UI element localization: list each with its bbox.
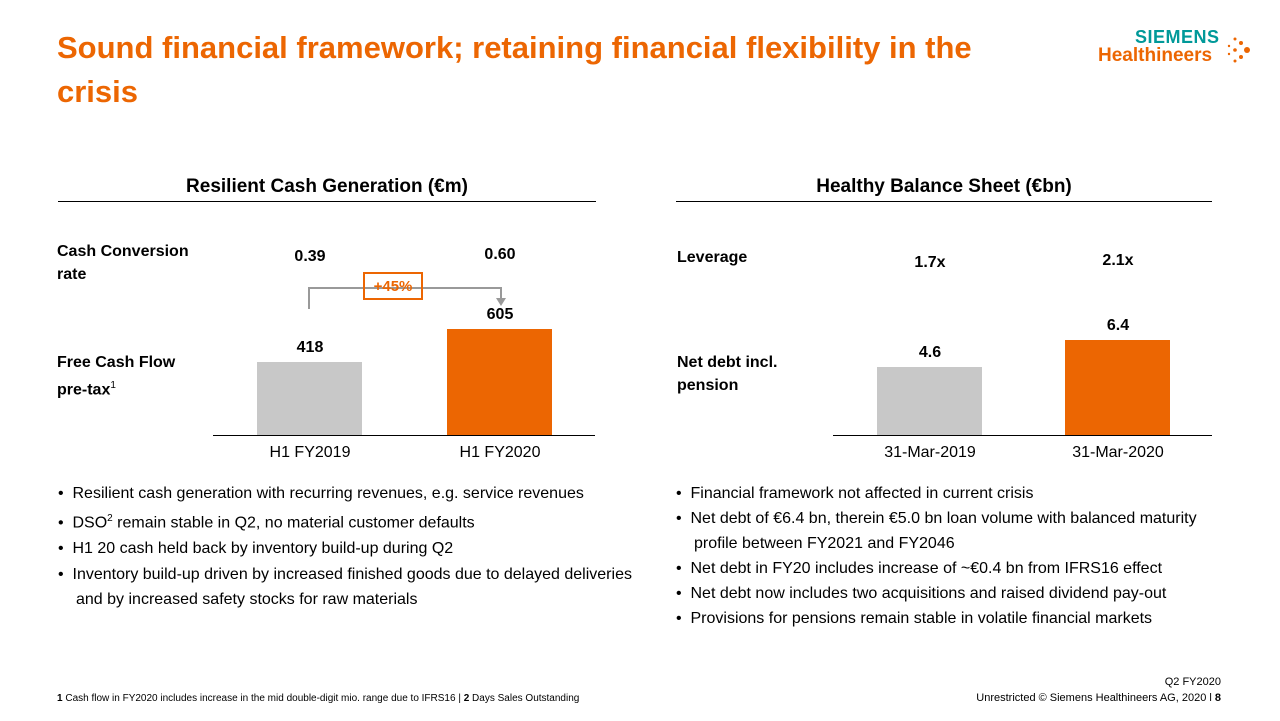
page-number: 8 (1214, 692, 1221, 704)
change-arrow (308, 287, 506, 309)
category-label: H1 FY2019 (269, 444, 351, 461)
bar-H1 FY2019 (257, 361, 362, 435)
logo-siemens: SIEMENS (1135, 27, 1220, 47)
logo-healthineers: Healthineers (1098, 45, 1213, 66)
divider (676, 201, 1212, 202)
ratio-0: 1.7x (914, 254, 946, 271)
x-axis (833, 435, 1212, 436)
bar-31-Mar-2019 (877, 366, 982, 435)
bullet: • Provisions for pensions remain stable … (676, 610, 1153, 627)
right-heading: Healthy Balance Sheet (€bn) (816, 176, 1072, 197)
logo-dots-icon (1227, 37, 1250, 63)
bullet: • Financial framework not affected in cu… (676, 485, 1034, 502)
data-label: 418 (296, 338, 324, 356)
ratio-0: 0.39 (294, 248, 326, 265)
net-debt-label: Net debt incl. pension (677, 354, 778, 394)
ratio-1: 2.1x (1102, 252, 1134, 269)
data-label: 4.6 (918, 343, 942, 361)
change-badge: +45% (363, 272, 423, 300)
bullet: • H1 20 cash held back by inventory buil… (58, 540, 454, 558)
bullet: • Net debt in FY20 includes increase of … (676, 560, 1163, 577)
data-label: 6.4 (1106, 317, 1130, 334)
bullet: • Resilient cash generation with recurri… (58, 485, 584, 502)
bar-31-Mar-2020 (1065, 340, 1170, 435)
bullet: • DSO2 remain stable in Q2, no material … (58, 513, 475, 532)
left-bullets: • Resilient cash generation with recurri… (58, 481, 638, 612)
bullet: • Inventory build-up driven by increased… (58, 566, 632, 609)
left-heading: Resilient Cash Generation (€m) (186, 176, 468, 197)
leverage-label: Leverage (677, 249, 748, 266)
category-label: 31-Mar-2020 (1072, 444, 1164, 461)
page-title: Sound financial framework; retaining fin… (57, 30, 972, 109)
period: Q2 FY2020 (1164, 676, 1221, 688)
data-label: 605 (486, 306, 514, 323)
category-label: 31-Mar-2019 (884, 444, 976, 461)
ratio-1: 0.60 (484, 246, 516, 263)
cash-conversion-label: Cash Conversion rate (57, 243, 189, 283)
category-label: H1 FY2020 (459, 444, 541, 461)
divider (58, 201, 596, 202)
x-axis (213, 435, 595, 436)
bullet: • Net debt now includes two acquisitions… (676, 585, 1167, 602)
fcf-label: Free Cash Flow pre-tax1 (57, 354, 176, 399)
copyright: Unrestricted © Siemens Healthineers AG, … (976, 692, 1221, 704)
bar-H1 FY2020 (447, 329, 552, 435)
right-bullets: • Financial framework not affected in cu… (676, 481, 1216, 631)
bullet: • Net debt of €6.4 bn, therein €5.0 bn l… (676, 510, 1197, 552)
footnote: 1 Cash flow in FY2020 includes increase … (57, 693, 580, 704)
